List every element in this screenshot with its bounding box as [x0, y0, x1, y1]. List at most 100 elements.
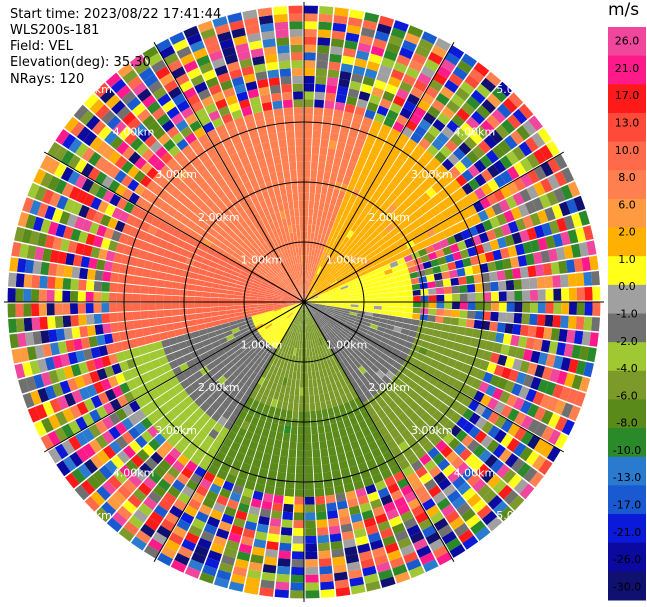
gate-cell	[506, 166, 520, 180]
gate-cell	[178, 232, 189, 242]
gate-cell	[373, 293, 382, 298]
gate-cell	[432, 352, 443, 362]
gate-cell	[397, 151, 409, 163]
gate-cell	[540, 161, 554, 177]
gate-cell	[62, 456, 77, 472]
gate-cell	[378, 569, 394, 581]
gate-cell	[97, 125, 112, 140]
gate-cell	[133, 320, 143, 329]
gate-cell	[212, 476, 225, 488]
gate-cell	[402, 323, 411, 330]
gate-cell	[225, 201, 235, 212]
gate-cell	[366, 60, 380, 72]
gate-cell	[306, 286, 309, 295]
gate-cell	[496, 270, 506, 281]
gate-cell	[307, 324, 311, 333]
gate-cell	[295, 263, 299, 272]
gate-cell	[326, 350, 333, 359]
gate-cell	[316, 519, 328, 528]
gate-cell	[134, 267, 144, 277]
gate-cell	[250, 195, 260, 205]
gate-cell	[317, 37, 331, 46]
gate-cell	[347, 88, 360, 99]
gate-cell	[372, 285, 381, 291]
gate-cell	[397, 296, 406, 302]
gate-cell	[287, 465, 296, 474]
gate-cell	[286, 378, 292, 387]
gate-cell	[153, 159, 166, 172]
gate-cell	[183, 353, 193, 363]
gate-cell	[332, 22, 347, 33]
gate-cell	[422, 334, 433, 343]
gate-cell	[388, 390, 398, 401]
gate-cell	[159, 73, 175, 87]
gate-cell	[241, 330, 250, 338]
gate-cell	[178, 157, 191, 169]
gate-cell	[335, 297, 343, 301]
gate-cell	[212, 171, 223, 183]
gate-cell	[136, 364, 148, 375]
gate-cell	[400, 328, 410, 336]
gate-cell	[498, 199, 511, 213]
gate-cell	[237, 351, 246, 360]
gate-cell	[279, 316, 287, 323]
gate-cell	[280, 280, 288, 287]
gate-cell	[211, 283, 220, 289]
gate-cell	[402, 417, 414, 429]
gate-cell	[270, 267, 278, 275]
gate-cell	[555, 246, 566, 261]
gate-cell	[159, 164, 171, 177]
gate-cell	[567, 315, 577, 330]
gate-cell	[505, 150, 520, 165]
gate-cell	[55, 264, 65, 277]
gate-cell	[54, 315, 64, 329]
gate-cell	[206, 271, 215, 278]
gate-cell	[310, 306, 317, 312]
gate-cell	[266, 125, 277, 135]
gate-cell	[353, 349, 362, 357]
gate-cell	[381, 188, 392, 199]
gate-cell	[283, 107, 294, 116]
gate-cell	[176, 193, 188, 204]
gate-cell	[429, 538, 445, 552]
gate-cell	[101, 303, 110, 313]
gate-cell	[449, 350, 460, 360]
gate-cell	[326, 77, 339, 87]
gate-cell	[473, 159, 487, 173]
gate-cell	[368, 356, 377, 365]
gate-cell	[225, 361, 235, 370]
gate-cell	[431, 182, 443, 194]
gate-cell	[512, 324, 522, 335]
gate-cell	[330, 382, 338, 391]
gate-cell	[171, 66, 186, 80]
gate-cell	[257, 292, 266, 296]
range-label: 5.00km	[70, 509, 112, 522]
gate-cell	[281, 306, 290, 311]
gate-cell	[400, 544, 415, 557]
gate-cell	[462, 257, 472, 268]
gate-cell	[486, 362, 497, 374]
gate-cell	[554, 399, 567, 415]
gate-cell	[166, 330, 176, 339]
gate-cell	[265, 305, 274, 309]
gate-cell	[343, 367, 351, 377]
gate-cell	[276, 227, 282, 237]
gate-cell	[121, 188, 134, 201]
gate-cell	[96, 259, 106, 271]
gate-cell	[419, 423, 431, 435]
gate-cell	[277, 45, 290, 54]
colorbar-unit-label: m/s	[608, 0, 640, 20]
gate-cell	[378, 388, 388, 399]
gate-cell	[358, 252, 367, 261]
gate-cell	[366, 305, 375, 309]
gate-cell	[418, 320, 428, 328]
gate-cell	[296, 255, 300, 264]
gate-cell	[218, 298, 227, 302]
gate-cell	[304, 13, 318, 22]
gate-cell	[417, 99, 431, 112]
gate-cell	[85, 233, 96, 246]
gate-cell	[158, 220, 169, 232]
gate-cell	[339, 369, 347, 379]
gate-cell	[360, 27, 376, 38]
gate-cell	[227, 282, 237, 288]
